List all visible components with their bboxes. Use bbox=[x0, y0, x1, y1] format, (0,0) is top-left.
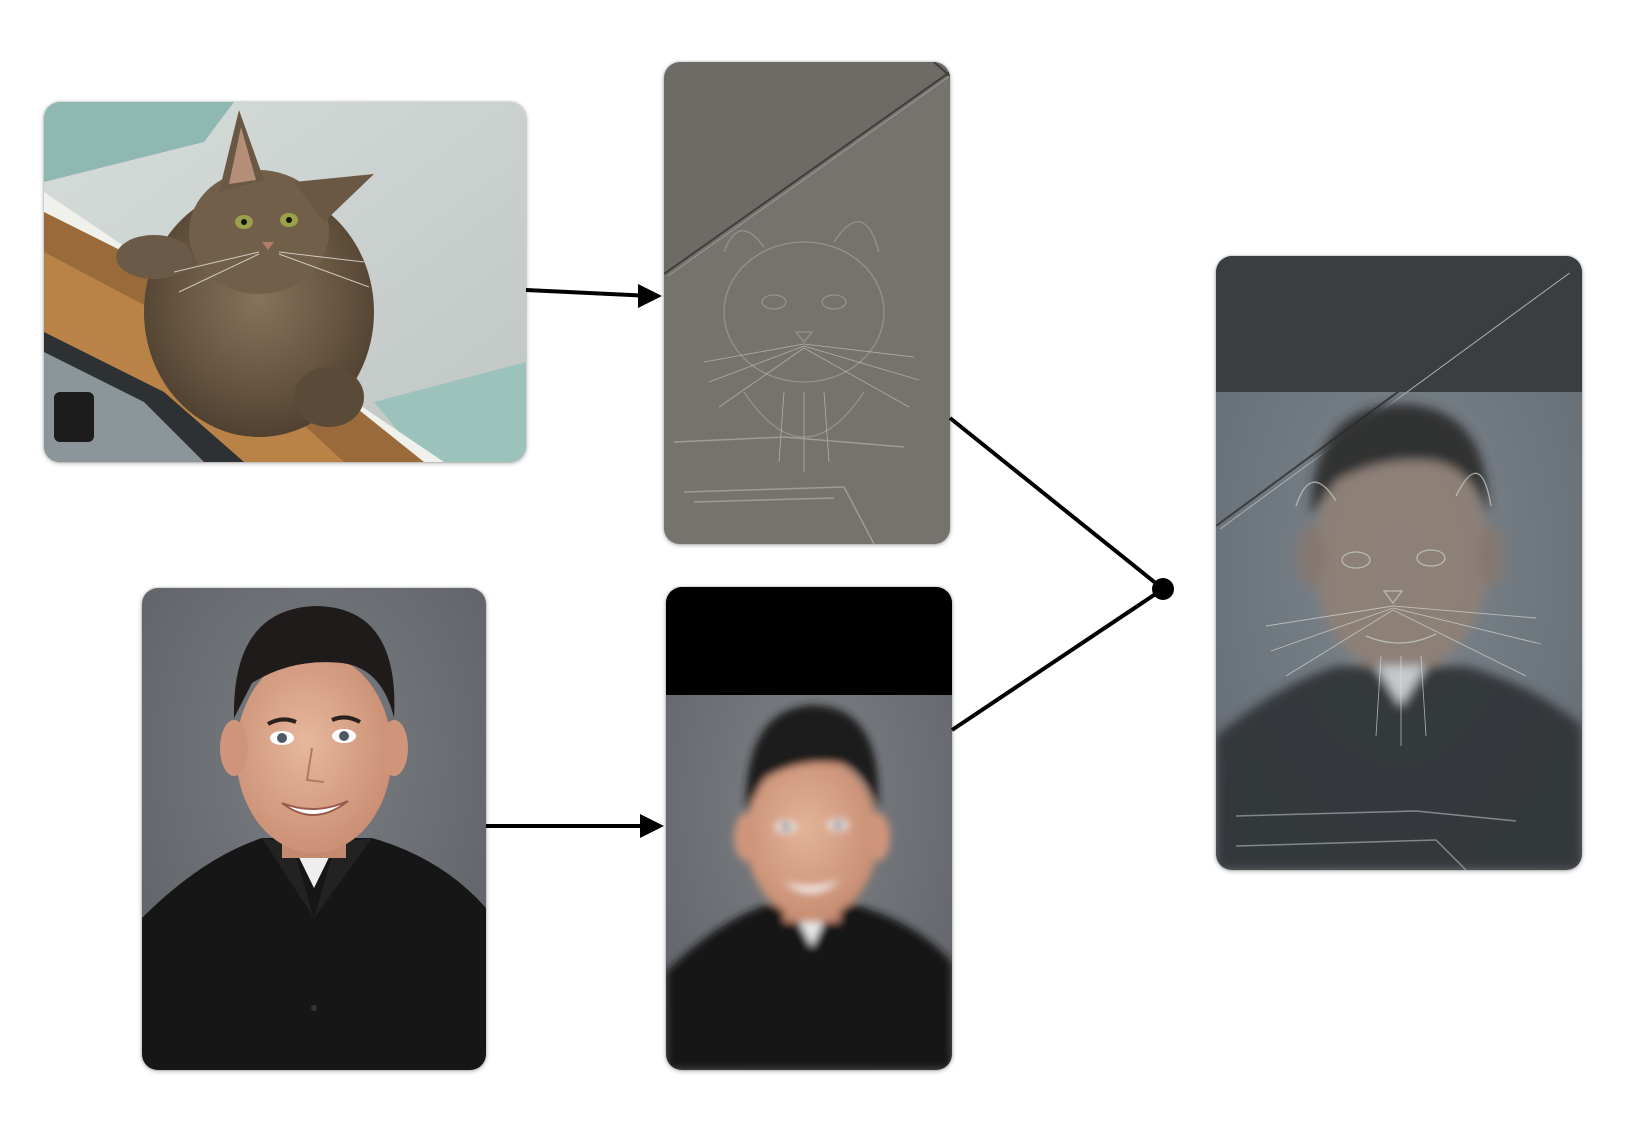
arrowhead-person bbox=[640, 814, 664, 838]
arrowhead-cat bbox=[638, 284, 662, 308]
connector-highpass-to-sum bbox=[948, 416, 1165, 591]
sum-node bbox=[1152, 578, 1174, 600]
connector-lowpass-to-sum bbox=[950, 587, 1165, 732]
person-low-frequency-image bbox=[666, 587, 952, 1070]
cat-high-frequency-image bbox=[664, 62, 950, 544]
person-photo-image bbox=[142, 588, 486, 1070]
arrow-cat-to-highpass bbox=[525, 288, 653, 298]
hybrid-image bbox=[1216, 256, 1582, 870]
cat-photo-image bbox=[44, 102, 526, 462]
